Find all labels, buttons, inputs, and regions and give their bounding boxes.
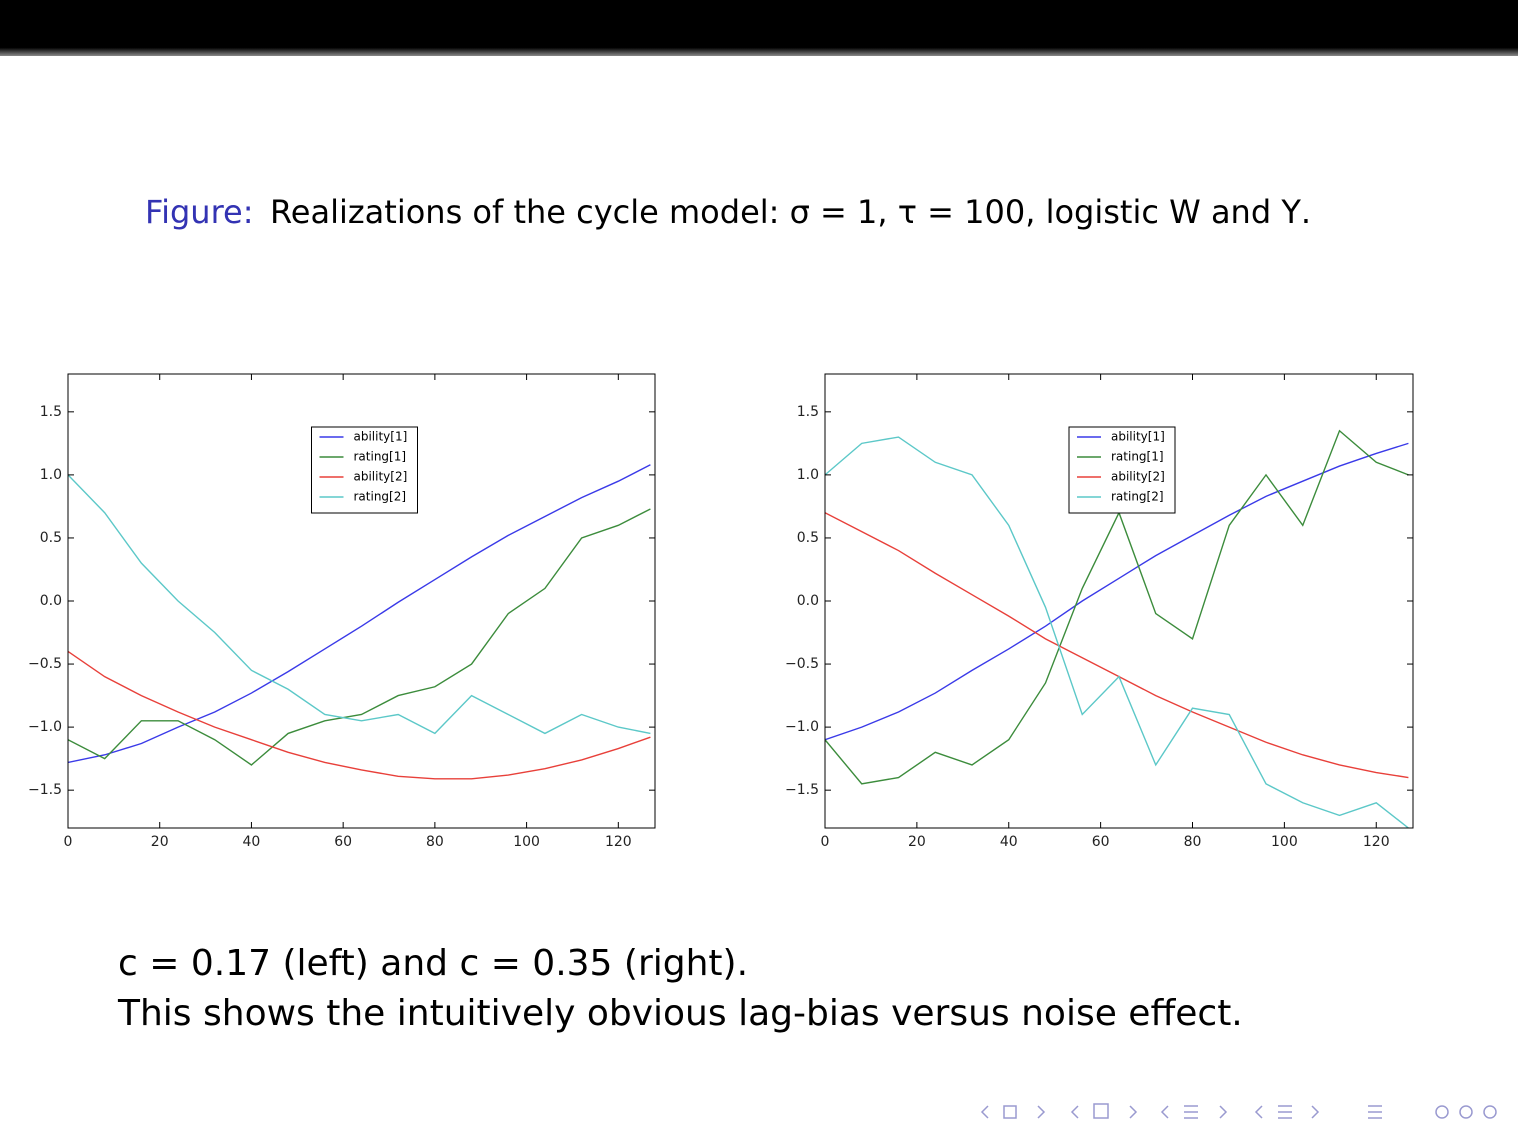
body-line: c = 0.17 (left) and c = 0.35 (right). xyxy=(118,943,748,984)
x-tick-label: 120 xyxy=(605,834,632,850)
x-tick-label: 80 xyxy=(426,834,444,850)
legend-label: ability[1] xyxy=(1111,430,1165,444)
y-tick-label: −1.5 xyxy=(785,782,819,798)
series-line xyxy=(68,464,651,764)
body-line: This shows the intuitively obvious lag-b… xyxy=(117,993,1243,1034)
series-line xyxy=(68,474,651,735)
x-tick-label: 100 xyxy=(1271,834,1298,850)
y-tick-label: −1.5 xyxy=(28,782,62,798)
navigation[interactable] xyxy=(980,1103,1497,1119)
x-tick-label: 60 xyxy=(1092,834,1110,850)
x-tick-label: 40 xyxy=(243,834,261,850)
x-tick-label: 20 xyxy=(151,834,169,850)
x-tick-label: 40 xyxy=(1000,834,1018,850)
x-tick-label: 20 xyxy=(908,834,926,850)
y-tick-label: 1.5 xyxy=(40,404,62,420)
y-tick-label: 1.0 xyxy=(797,467,819,483)
legend-label: ability[1] xyxy=(354,430,408,444)
legend-box xyxy=(311,426,418,514)
legend-label: rating[1] xyxy=(1111,450,1164,464)
x-tick-label: 80 xyxy=(1184,834,1202,850)
x-tick-label: 0 xyxy=(821,834,830,850)
y-tick-label: 1.5 xyxy=(797,404,819,420)
y-tick-label: −1.0 xyxy=(28,719,62,735)
series-line xyxy=(825,512,1409,779)
series-line xyxy=(68,508,651,766)
legend-box xyxy=(1068,426,1176,514)
legend-label: rating[1] xyxy=(354,450,407,464)
series-line xyxy=(825,442,1409,741)
y-tick-label: 0.5 xyxy=(797,530,819,546)
header-bar xyxy=(0,0,1518,56)
y-tick-label: −0.5 xyxy=(28,656,62,672)
x-tick-label: 60 xyxy=(334,834,352,850)
caption: Realizations of the cycle model: σ = 1, … xyxy=(270,193,1311,231)
legend-label: ability[2] xyxy=(1111,470,1165,484)
legend-label: ability[2] xyxy=(354,470,408,484)
y-tick-label: 0.0 xyxy=(40,593,62,609)
series-line xyxy=(68,650,651,780)
y-tick-label: 0.5 xyxy=(40,530,62,546)
figure-label: Figure: xyxy=(145,193,253,231)
legend-label: rating[2] xyxy=(354,490,407,504)
y-tick-label: 0.0 xyxy=(797,593,819,609)
y-tick-label: −0.5 xyxy=(785,656,819,672)
y-tick-label: 1.0 xyxy=(40,467,62,483)
series-line xyxy=(825,436,1409,828)
y-tick-label: −1.0 xyxy=(785,719,819,735)
legend-label: rating[2] xyxy=(1111,490,1164,504)
x-tick-label: 0 xyxy=(64,834,73,850)
x-tick-label: 100 xyxy=(513,834,540,850)
x-tick-label: 120 xyxy=(1363,834,1390,850)
